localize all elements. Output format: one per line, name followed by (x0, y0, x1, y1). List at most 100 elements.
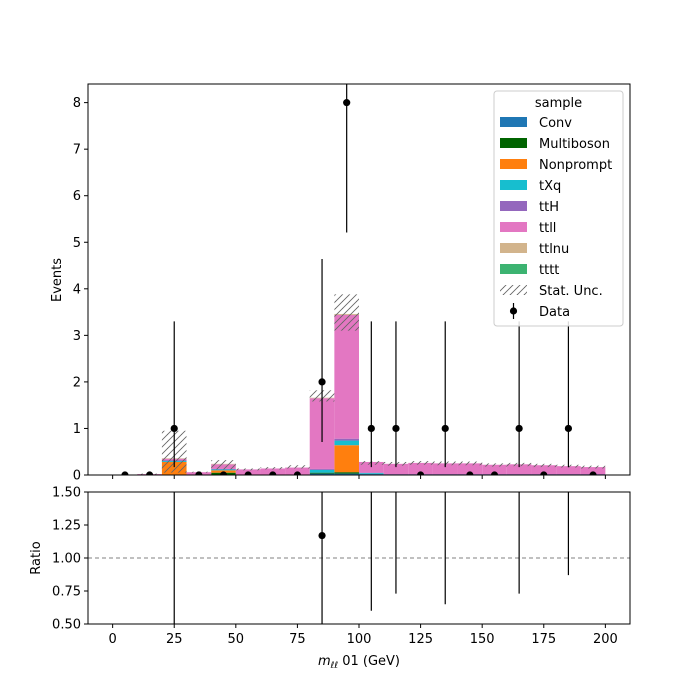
ratio-xtick-label-2: 50 (228, 632, 245, 647)
bar-ttll-bin-11 (383, 463, 409, 475)
ratio-panel: 0.500.751.001.251.50 0 25 50 75 100 125 150 175… (29, 66, 631, 671)
stat-unc-bin-17 (531, 463, 557, 468)
bar-ttll-bin-13 (432, 463, 458, 475)
data-point-19 (589, 471, 597, 475)
legend-label-4: ttH (539, 200, 559, 215)
ratio-y-axis-label: Ratio (29, 541, 44, 574)
ratio-ytick-label-1: 0.75 (52, 585, 81, 600)
legend-swatch-data (509, 307, 518, 315)
data-points (121, 84, 597, 475)
main-ytick-label-4: 4 (73, 282, 81, 297)
legend-swatch-5 (500, 222, 527, 232)
ratio-ytick-label-0: 0.50 (52, 618, 81, 633)
data-point-13 (441, 424, 449, 433)
stat-unc-bin-14 (457, 461, 483, 466)
data-point-3 (195, 471, 203, 475)
bar-txq-bin-4 (211, 469, 236, 471)
legend-label-6: ttlnu (539, 242, 569, 257)
main-ytick-label-8: 8 (73, 96, 81, 111)
legend-label-7: tttt (539, 263, 559, 278)
legend-label-2: Nonprompt (539, 158, 612, 173)
bar-ttll-bin-19 (580, 467, 606, 475)
ratio-xtick-label-5: 125 (408, 632, 433, 647)
ratio-axes-frame (87, 491, 631, 625)
main-panel: 0 1 2 3 4 5 6 7 8 Events (50, 83, 631, 484)
x-axis-label: mℓℓ 01 (GeV) (318, 654, 400, 671)
ratio-xtick-label-0: 0 (108, 632, 116, 647)
data-point-4 (219, 471, 228, 475)
bar-tth-bin-9 (334, 438, 359, 441)
ratio-xtick-label-8: 200 (593, 632, 618, 647)
ratio-y-ticks: 0.50 0.75 1.00 1.25 1.50 (52, 486, 88, 633)
ratio-xtick-label-1: 25 (166, 632, 183, 647)
legend-label-5: ttll (539, 221, 556, 236)
legend-swatch-3 (500, 180, 527, 190)
stat-unc-bin-6 (260, 467, 286, 470)
legend: sample Conv Multiboson Nonprompt tXq ttH ttll… (493, 90, 624, 327)
main-y-ticks: 0 1 2 3 4 5 6 7 8 (73, 96, 88, 484)
bar-ttll-bin-12 (408, 462, 433, 475)
bar-multiboson-bin-8 (309, 472, 335, 474)
legend-label-stat-unc: Stat. Unc. (539, 284, 603, 299)
stat-unc-bin-4 (211, 460, 236, 470)
legend-label-1: Multiboson (539, 137, 610, 152)
main-ytick-label-7: 7 (73, 143, 81, 158)
stat-unc-bin-7 (285, 465, 310, 469)
ratio-xtick-label-7: 175 (531, 632, 556, 647)
legend-title: sample (535, 96, 582, 111)
stat-unc-bin-9 (334, 294, 359, 331)
bar-ttll-bin-7 (285, 467, 310, 475)
bar-ttll-bin-18 (556, 466, 581, 475)
data-point-12 (416, 471, 425, 475)
ratio-ytick-label-3: 1.25 (52, 519, 81, 534)
bar-ttll-bin-10 (359, 461, 384, 473)
bar-ttll-bin-9 (334, 314, 359, 439)
legend-swatch-1 (500, 138, 527, 148)
bar-ttll-bin-17 (531, 465, 557, 475)
legend-swatch-2 (500, 159, 527, 169)
bar-conv-bin-8 (309, 473, 335, 475)
bar-multiboson-bin-9 (334, 472, 359, 474)
ratio-ytick-label-4: 1.50 (52, 486, 81, 501)
bar-ttll-bin-15 (482, 464, 507, 475)
bar-ttll-bin-16 (506, 464, 532, 475)
main-ytick-label-6: 6 (73, 189, 81, 204)
data-point-0 (121, 471, 129, 475)
ratio-xtick-label-6: 150 (470, 632, 495, 647)
legend-swatch-6 (500, 243, 527, 253)
data-point-7 (293, 471, 302, 475)
main-x-ticks (112, 475, 606, 479)
data-point-15 (490, 471, 499, 475)
bar-txq-bin-10 (359, 473, 384, 475)
data-point-8 (318, 378, 326, 386)
main-ytick-label-0: 0 (73, 469, 81, 484)
data-point-14 (466, 471, 474, 475)
ratio-point-7 (565, 66, 572, 73)
legend-label-data: Data (539, 305, 570, 320)
ratio-points (88, 66, 630, 624)
stat-unc-bin-15 (482, 463, 507, 467)
main-y-axis-label: Events (50, 258, 65, 302)
ratio-xtick-label-4: 100 (347, 632, 372, 647)
ratio-point-3 (368, 211, 375, 218)
data-point-5 (244, 471, 252, 475)
main-ytick-label-3: 3 (73, 329, 81, 344)
bar-ttll-bin-14 (457, 463, 483, 475)
legend-swatch-stat-unc (500, 285, 527, 295)
bar-txq-bin-8 (309, 469, 335, 473)
legend-swatch-7 (500, 264, 527, 274)
data-point-9 (343, 99, 351, 107)
data-point-17 (540, 471, 548, 475)
bar-nonprompt-bin-9 (334, 445, 359, 473)
stat-unc-bin-12 (408, 461, 433, 465)
main-ytick-label-1: 1 (73, 422, 81, 437)
ratio-point-1 (318, 531, 326, 540)
ratio-point-4 (392, 172, 399, 179)
main-ytick-label-5: 5 (73, 236, 81, 251)
data-point-1 (145, 471, 154, 475)
data-point-2 (170, 424, 178, 433)
data-point-16 (515, 424, 523, 433)
ratio-xtick-label-3: 75 (289, 632, 306, 647)
stat-unc-bin-19 (580, 465, 606, 469)
